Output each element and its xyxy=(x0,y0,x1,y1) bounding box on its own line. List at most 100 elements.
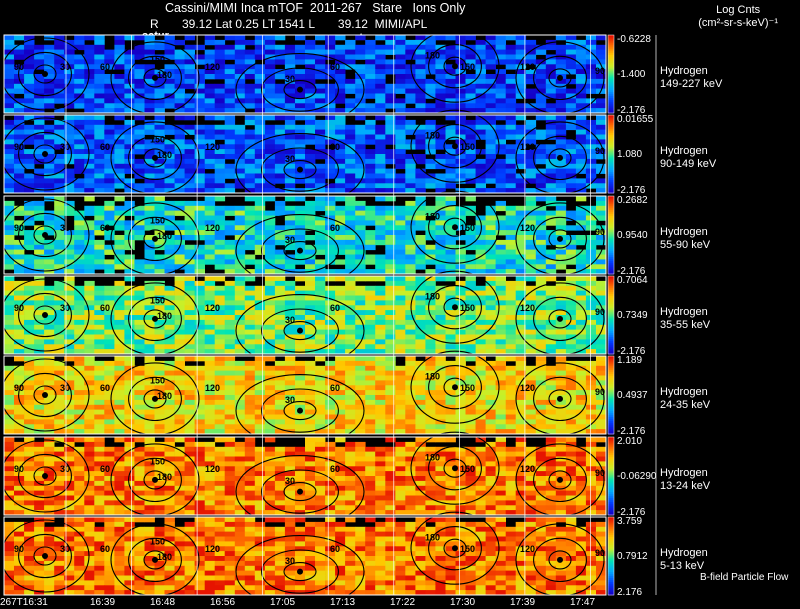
heatmap-cell xyxy=(234,168,246,174)
heatmap-cell xyxy=(425,158,436,165)
heatmap-cell xyxy=(465,315,476,321)
heatmap-cell xyxy=(395,264,406,270)
heatmap-cell xyxy=(325,103,336,109)
heatmap-cell xyxy=(335,249,346,255)
colorbar-step xyxy=(608,46,614,50)
heatmap-cell xyxy=(164,409,175,415)
contour-centre xyxy=(452,143,458,150)
heatmap-cell xyxy=(355,290,366,296)
contour-line xyxy=(143,389,167,409)
heatmap-cell xyxy=(184,35,195,41)
heatmap-cell xyxy=(184,370,195,376)
heatmap-cell xyxy=(154,446,165,453)
heatmap-cell xyxy=(345,295,356,301)
heatmap-cell xyxy=(395,83,406,90)
heatmap-cell xyxy=(204,74,216,80)
heatmap-cell xyxy=(335,395,346,401)
heatmap-cell xyxy=(24,315,35,321)
heatmap-cell xyxy=(425,235,436,241)
colorbar-step xyxy=(608,148,614,151)
heatmap-cell xyxy=(114,370,125,376)
heatmap-cell xyxy=(124,456,135,462)
heatmap-cell xyxy=(375,78,386,85)
heatmap-cell xyxy=(345,88,356,94)
heatmap-cell xyxy=(134,385,145,391)
heatmap-cell xyxy=(194,390,205,396)
heatmap-cell xyxy=(335,83,346,90)
heatmap-cell xyxy=(505,129,517,135)
colorbar-step xyxy=(608,426,614,429)
heatmap-cell xyxy=(535,244,547,251)
heatmap-cell xyxy=(184,108,195,114)
heatmap-cell xyxy=(575,64,587,70)
heatmap-cell xyxy=(144,103,155,109)
heatmap-cell xyxy=(385,456,396,462)
heatmap-cell xyxy=(455,424,466,430)
heatmap-cell xyxy=(84,269,95,275)
heatmap-cell xyxy=(385,390,396,396)
heatmap-cell xyxy=(555,380,567,386)
heatmap-cell xyxy=(274,365,286,372)
heatmap-cell xyxy=(144,158,155,165)
heatmap-cell xyxy=(4,139,15,145)
heatmap-cell xyxy=(535,329,547,335)
heatmap-cell xyxy=(425,404,436,411)
heatmap-cell xyxy=(315,88,326,94)
heatmap-cell xyxy=(596,269,607,275)
heatmap-cell xyxy=(64,210,75,216)
heatmap-cell xyxy=(34,441,45,448)
heatmap-cell xyxy=(385,295,396,301)
heatmap-cell xyxy=(114,115,125,121)
heatmap-cell xyxy=(325,334,336,340)
heatmap-cell xyxy=(345,254,356,260)
heatmap-cell xyxy=(515,144,527,150)
heatmap-cell xyxy=(84,88,95,94)
heatmap-cell xyxy=(74,144,85,150)
heatmap-cell xyxy=(64,59,75,65)
heatmap-cell xyxy=(264,178,276,184)
heatmap-cell xyxy=(295,360,306,367)
heatmap-cell xyxy=(305,370,316,376)
heatmap-cell xyxy=(104,88,115,94)
heatmap-cell xyxy=(335,108,346,114)
heatmap-cell xyxy=(214,69,226,75)
heatmap-cell xyxy=(555,285,567,292)
heatmap-cell xyxy=(264,437,276,443)
heatmap-cell xyxy=(415,220,426,226)
heatmap-cell xyxy=(4,39,15,46)
heatmap-cell xyxy=(395,103,406,109)
heatmap-cell xyxy=(445,365,456,372)
heatmap-cell xyxy=(465,254,476,260)
heatmap-cell xyxy=(535,134,547,140)
heatmap-cell xyxy=(254,399,266,406)
colorbar-step xyxy=(608,233,614,236)
heatmap-cell xyxy=(84,339,95,345)
heatmap-cell xyxy=(295,115,306,121)
heatmap-cell xyxy=(124,119,135,126)
heatmap-cell xyxy=(305,264,316,270)
heatmap-cell xyxy=(485,129,496,135)
contour-line xyxy=(533,216,587,262)
heatmap-cell xyxy=(355,129,366,135)
heatmap-cell xyxy=(274,269,286,275)
heatmap-cell xyxy=(575,264,587,270)
heatmap-cell xyxy=(475,225,486,231)
contour-level-label: 120 xyxy=(205,142,220,152)
heatmap-cell xyxy=(475,93,486,99)
heatmap-cell xyxy=(335,315,346,321)
heatmap-cell xyxy=(164,349,175,355)
heatmap-cell xyxy=(305,390,316,396)
heatmap-cell xyxy=(395,441,406,448)
heatmap-cell xyxy=(224,129,236,135)
heatmap-cell xyxy=(565,446,577,453)
heatmap-cell xyxy=(164,390,175,396)
heatmap-cell xyxy=(315,98,326,104)
heatmap-cell xyxy=(34,168,45,174)
heatmap-cell xyxy=(525,119,537,126)
heatmap-cell xyxy=(295,225,306,231)
heatmap-cell xyxy=(24,360,35,367)
heatmap-cell xyxy=(465,356,476,362)
heatmap-cell xyxy=(455,319,466,326)
heatmap-cell xyxy=(485,254,496,260)
heatmap-cell xyxy=(284,395,296,401)
